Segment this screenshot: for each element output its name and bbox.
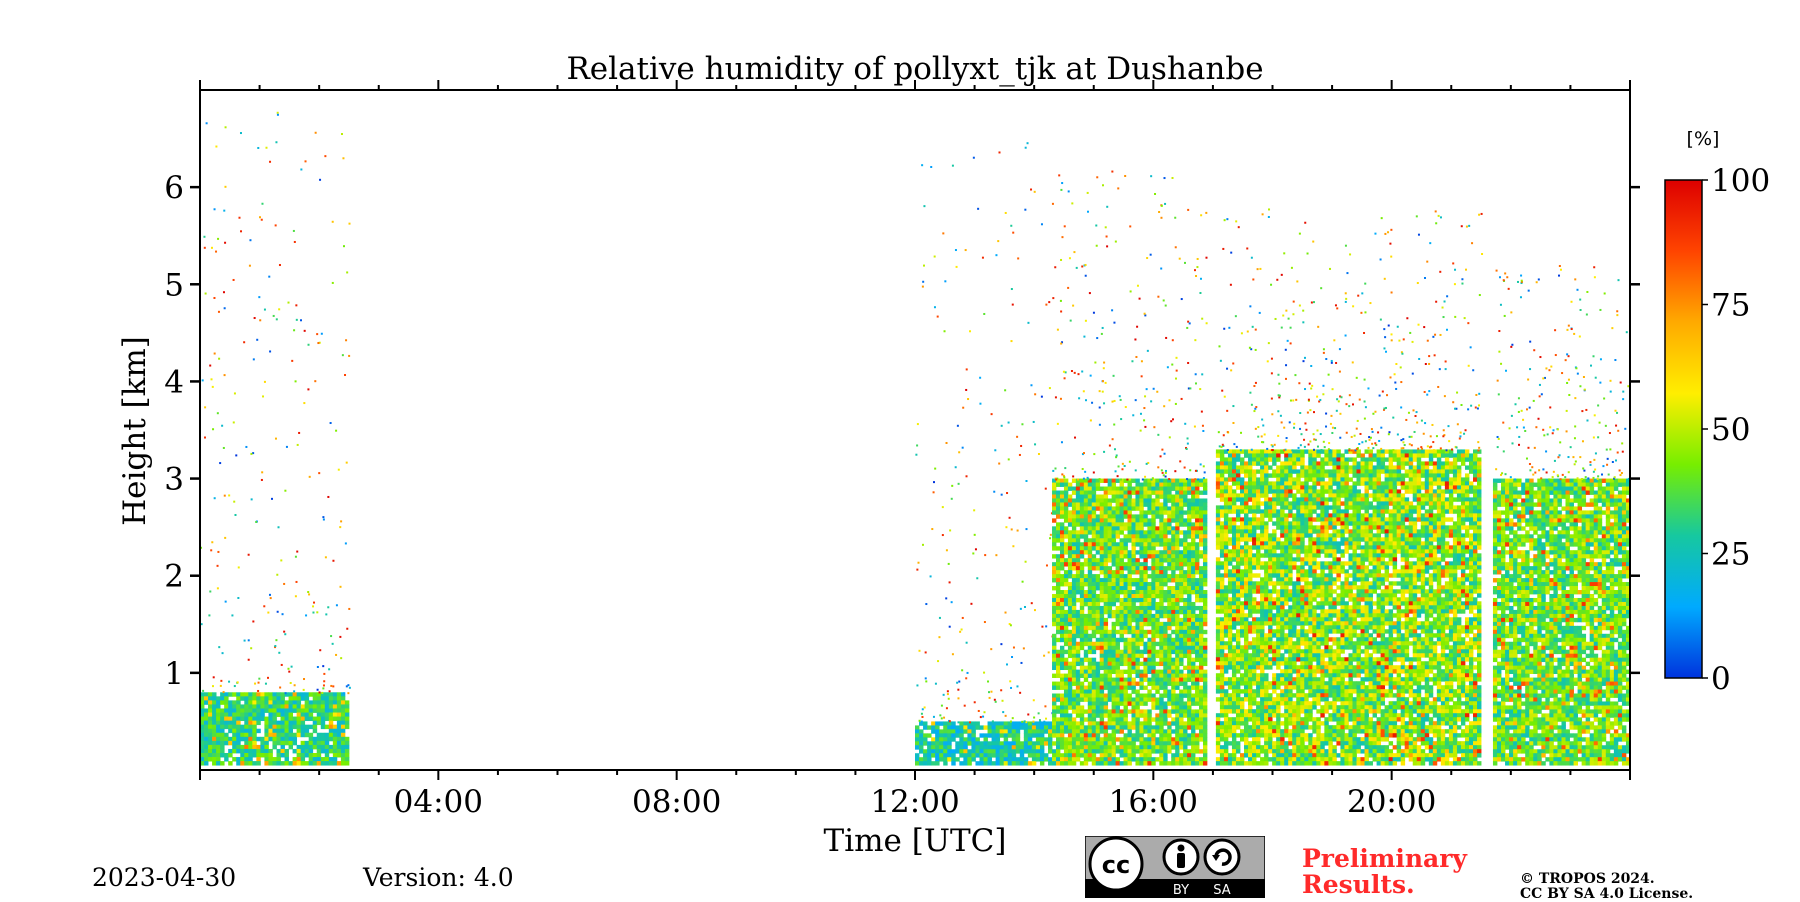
y-tick-label: 5 [164,267,184,303]
cc-icon-label: cc [1102,851,1130,879]
heatmap-segment [1052,171,1208,766]
preliminary-notice: Preliminary Results. [1302,846,1467,898]
colorbar-gradient [1665,180,1702,678]
footer-date: 2023-04-30 [92,863,236,892]
heatmap-segment [1493,265,1631,766]
colorbar-tick-label: 25 [1711,537,1750,573]
heatmap-segment [1216,208,1483,765]
y-tick-label: 1 [164,656,184,692]
x-axis-label: Time [UTC] [824,823,1007,859]
colorbar-unit: [%] [1687,128,1720,150]
x-tick-label: 08:00 [632,784,721,820]
preliminary-line-2: Results. [1302,872,1467,898]
colorbar-tick-label: 50 [1711,412,1750,448]
colorbar: [%] 0 25 50 75 100 [1665,128,1770,697]
copyright-line-1: © TROPOS 2024. [1520,872,1693,887]
colorbar-tick-label: 75 [1711,288,1750,324]
x-tick-label: 16:00 [1109,784,1198,820]
x-tick-label: 12:00 [870,784,959,820]
preliminary-line-1: Preliminary [1302,846,1467,872]
heatmap-segment [200,112,351,766]
share-alike-icon [1205,840,1239,874]
copyright-notice: © TROPOS 2024. CC BY SA 4.0 License. [1520,872,1693,902]
y-tick-label: 3 [164,462,184,498]
y-tick-label: 4 [164,364,184,400]
y-tick-label: 2 [164,559,184,595]
cc-license-badge[interactable]: cc BY SA [1085,836,1265,898]
footer-version: Version: 4.0 [363,863,514,892]
x-tick-label: 04:00 [394,784,483,820]
badge-sa-label: SA [1213,883,1230,898]
y-tick-label: 6 [164,170,184,206]
heatmap-data [200,112,1631,766]
y-axis-label: Height [km] [117,336,153,526]
x-tick-label: 20:00 [1347,784,1436,820]
colorbar-tick-label: 100 [1711,163,1770,199]
badge-by-label: BY [1173,883,1189,898]
heatmap-segment [915,142,1054,765]
colorbar-tick-label: 0 [1711,661,1731,697]
